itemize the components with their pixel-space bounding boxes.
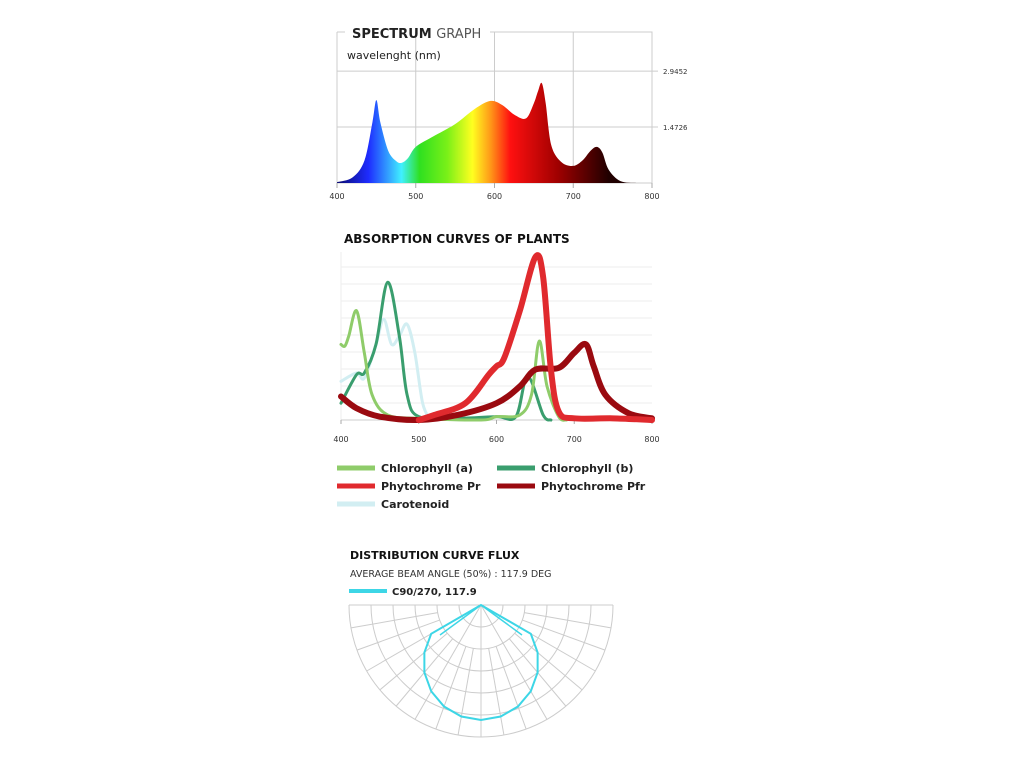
absorption-line-carotenoid [339, 317, 432, 422]
polar-subtitle: AVERAGE BEAM ANGLE (50%) : 117.9 DEG [350, 569, 552, 580]
polar-spoke [457, 648, 474, 736]
polar-spoke [522, 619, 606, 651]
polar-spoke [435, 646, 467, 730]
absorption-line-phytochrome-pr [415, 252, 655, 423]
spectrum-title-light: GRAPH [436, 27, 481, 42]
spectrum-x-tick-label: 600 [487, 192, 502, 201]
absorption-line-phytochrome-pfr [338, 341, 655, 424]
legend-label: Chlorophyll (a) [381, 462, 473, 475]
polar-spoke [480, 604, 548, 720]
polar-title: DISTRIBUTION CURVE FLUX [350, 549, 520, 562]
legend-label: Phytochrome Pfr [541, 480, 646, 493]
polar-legend-label: C90/270, 117.9 [392, 587, 477, 598]
absorption-x-tick-label: 500 [411, 435, 426, 444]
spectrum-x-tick-label: 700 [566, 192, 581, 201]
polar-spoke [524, 612, 612, 629]
polar-curve-inner [439, 604, 523, 636]
spectrum-title: SPECTRUM GRAPH [352, 27, 481, 42]
spectrum-subtitle: wavelenght (nm) [347, 49, 441, 62]
polar-spoke [488, 648, 505, 736]
polar-spoke [356, 619, 440, 651]
spectrum-x-tick-label: 400 [329, 192, 344, 201]
spectrum-area [337, 82, 637, 183]
polar-curve [423, 603, 539, 722]
polar-spoke [379, 632, 448, 691]
absorption-line-chlorophyll-a- [339, 309, 568, 422]
spectrum-x-tick-label: 800 [644, 192, 659, 201]
absorption-title: ABSORPTION CURVES OF PLANTS [344, 232, 570, 246]
absorption-x-tick-label: 600 [489, 435, 504, 444]
polar-spoke [495, 646, 527, 730]
legend-label: Phytochrome Pr [381, 480, 481, 493]
spectrum-y-tick-label: 2.9452 [663, 68, 688, 76]
polar-spoke [350, 612, 438, 629]
spectrum-x-tick-label: 500 [408, 192, 423, 201]
legend-label: Carotenoid [381, 498, 449, 511]
absorption-x-tick-label: 400 [333, 435, 348, 444]
absorption-x-tick-label: 800 [644, 435, 659, 444]
spectrum-title-bold: SPECTRUM [352, 27, 436, 42]
absorption-x-tick-label: 700 [567, 435, 582, 444]
spectrum-y-tick-label: 1.4726 [663, 124, 688, 132]
polar-spoke [514, 632, 583, 691]
legend-label: Chlorophyll (b) [541, 462, 633, 475]
polar-spoke [414, 604, 482, 720]
